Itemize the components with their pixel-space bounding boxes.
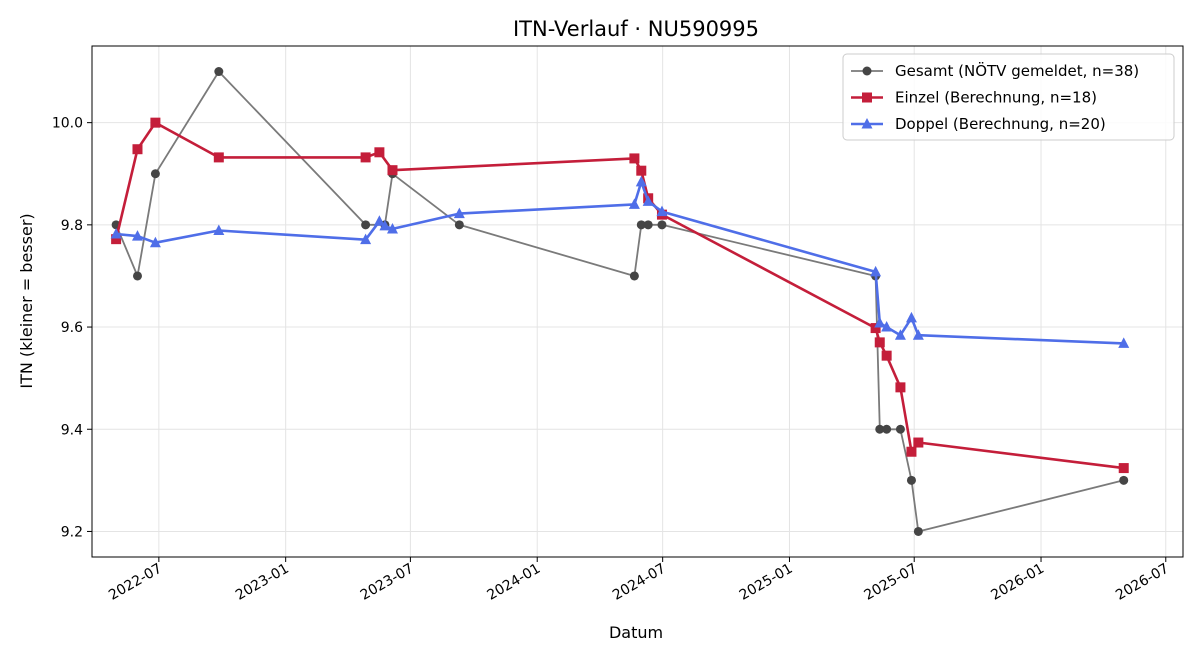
legend-label: Doppel (Berechnung, n=20) — [895, 115, 1106, 133]
data-point — [213, 152, 224, 163]
data-point — [874, 337, 885, 348]
x-tick-label: 2026-01 — [988, 561, 1047, 604]
data-point — [629, 153, 640, 164]
data-point — [373, 215, 385, 226]
legend-label: Gesamt (NÖTV gemeldet, n=38) — [895, 61, 1139, 80]
legend-box — [842, 53, 1175, 141]
data-point — [387, 165, 398, 176]
legend-marker — [861, 118, 873, 129]
data-point — [150, 169, 160, 179]
y-tick-label: 9.2 — [61, 524, 83, 540]
series-line — [114, 121, 1124, 470]
data-point — [870, 323, 881, 334]
data-point — [374, 147, 385, 158]
data-point — [360, 152, 371, 163]
data-point — [110, 228, 122, 239]
data-point — [111, 234, 122, 245]
x-tick-label: 2025-07 — [862, 561, 921, 604]
data-point — [905, 311, 917, 323]
data-point — [361, 220, 371, 230]
x-tick-label: 2026-07 — [1113, 561, 1172, 604]
data-point — [1118, 463, 1129, 474]
data-point — [881, 350, 892, 361]
data-point — [882, 424, 892, 434]
y-tick-label: 9.8 — [61, 218, 83, 234]
x-tick-label: 2024-01 — [485, 561, 544, 604]
data-point — [131, 230, 143, 241]
data-point — [454, 220, 464, 230]
data-point — [150, 117, 161, 128]
legend-label: Einzel (Berechnung, n=18) — [895, 89, 1097, 107]
data-point — [657, 220, 667, 230]
data-point — [386, 222, 398, 234]
data-point — [906, 475, 916, 485]
series-square — [111, 117, 1129, 474]
x-tick-label: 2025-01 — [737, 561, 796, 604]
data-point — [1119, 475, 1129, 485]
data-point — [642, 195, 654, 206]
data-point — [379, 219, 391, 231]
data-point — [628, 198, 640, 209]
data-point — [881, 321, 893, 332]
legend: Gesamt (NÖTV gemeldet, n=38) Einzel (Bere… — [842, 53, 1175, 141]
plot-frame — [91, 45, 1184, 558]
y-tick-label: 9.4 — [61, 422, 83, 438]
series-line — [115, 70, 1124, 533]
data-point — [213, 224, 225, 235]
y-tick-label: 9.6 — [61, 320, 83, 336]
data-point — [149, 236, 161, 248]
chart-title: ITN-Verlauf · NU590995 — [513, 17, 759, 41]
y-axis-label: ITN (kleiner = besser) — [17, 213, 36, 388]
series-line — [115, 180, 1124, 345]
data-point — [913, 526, 923, 536]
data-point — [635, 175, 647, 187]
x-axis: 2022-07 2023-01 2023-07 2024-01 2024-07 2025-… — [106, 557, 1172, 604]
data-point — [906, 446, 917, 457]
series-triangle — [110, 175, 1130, 348]
data-point — [895, 382, 906, 393]
legend-marker — [862, 92, 872, 103]
x-tick-label: 2023-07 — [358, 561, 417, 604]
data-point — [629, 271, 639, 281]
data-point — [870, 265, 882, 277]
data-point — [360, 233, 372, 245]
x-axis-label: Datum — [609, 623, 663, 642]
data-point — [912, 329, 924, 340]
legend-marker — [862, 66, 872, 76]
data-point — [656, 205, 668, 217]
data-point — [1118, 337, 1130, 348]
y-axis: 9.2 9.4 9.6 9.8 10.0 — [52, 116, 92, 540]
data-point — [636, 220, 646, 230]
y-tick-label: 10.0 — [52, 116, 83, 132]
data-point — [913, 437, 924, 448]
x-tick-label: 2022-07 — [106, 561, 165, 604]
x-tick-label: 2024-07 — [610, 561, 669, 604]
data-point — [874, 316, 886, 328]
data-point — [453, 207, 465, 219]
data-point — [214, 67, 224, 77]
data-point — [636, 165, 647, 176]
data-point — [894, 329, 906, 340]
data-point — [132, 271, 142, 281]
data-point — [643, 220, 653, 230]
x-tick-label: 2023-01 — [233, 561, 292, 604]
data-point — [875, 424, 885, 434]
data-point — [895, 424, 905, 434]
data-point — [132, 144, 143, 155]
series-layer — [110, 67, 1130, 536]
